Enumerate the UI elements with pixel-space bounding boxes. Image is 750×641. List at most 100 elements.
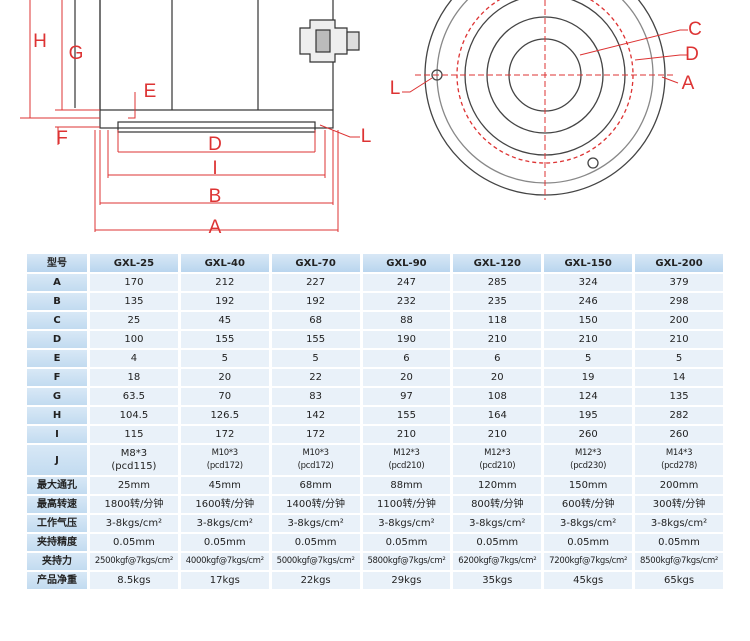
row-label: 夹持力 [27,553,87,570]
table-row: 最高转速 1800转/分钟 1600转/分钟 1400转/分钟 1100转/分钟 800转… [27,496,723,513]
row-label: E [27,350,87,367]
table-cell: 17kgs [180,572,269,589]
table-body: 型号 GXL-25 GXL-40 GXL-70 GXL-90 GXL-120 GXL-150… [27,254,723,589]
spec-table: 型号 GXL-25 GXL-40 GXL-70 GXL-90 GXL-120 GXL-150… [24,252,726,591]
table-cell: 45 [180,312,269,329]
table-cell: 200 [635,312,723,329]
table-cell: 20 [180,369,269,386]
row-label: J [27,445,87,475]
side-view [74,0,360,133]
table-cell: 155 [271,331,360,348]
drawing-shape [99,109,334,129]
table-cell: 192 [180,293,269,310]
table-cell: 104.5 [90,407,178,424]
table-cell: 210 [544,331,633,348]
table-cell: 118 [453,312,542,329]
table-cell: 285 [453,274,542,291]
table-cell: 97 [362,388,451,405]
table-cell: 4 [90,350,178,367]
table-row: J M8*3 (pcd115) M10*3 (pcd172) M10*3 (pcd17… [27,445,723,475]
table-cell: 5 [635,350,723,367]
drawing-shape [661,76,679,84]
drawing-shape [579,29,688,56]
row-label: H [27,407,87,424]
table-cell: 298 [635,293,723,310]
row-label: A [27,274,87,291]
table-cell: 3-8kgs/cm² [544,515,633,532]
table-cell: 83 [271,388,360,405]
table-cell: 18 [90,369,178,386]
table-cell: 3-8kgs/cm² [635,515,723,532]
table-cell: 3-8kgs/cm² [453,515,542,532]
table-row: H 104.5 126.5 142 155 164 195 282 [27,407,723,424]
table-cell: 100 [90,331,178,348]
table-cell: 20 [362,369,451,386]
table-cell: 232 [362,293,451,310]
table-cell: 1100转/分钟 [362,496,451,513]
table-cell: 210 [453,331,542,348]
table-cell: M14*3 (pcd278) [635,445,723,475]
table-row: 夹持力 2500kgf@7kgs/cm² 4000kgf@7kgs/cm² 5000k… [27,553,723,570]
header-cell: GXL-70 [271,254,360,272]
table-cell: 246 [544,293,633,310]
table-row: F 18 20 22 20 20 19 14 [27,369,723,386]
table-cell: 247 [362,274,451,291]
dim-label: D [208,134,222,155]
table-cell: 600转/分钟 [544,496,633,513]
header-cell: GXL-200 [635,254,723,272]
table-cell: 19 [544,369,633,386]
table-cell: 8.5kgs [90,572,178,589]
table-cell: 6200kgf@7kgs/cm² [453,553,542,570]
row-label: F [27,369,87,386]
table-cell: 0.05mm [544,534,633,551]
drawing-shape [319,124,360,138]
table-cell: 142 [271,407,360,424]
table-cell: 324 [544,274,633,291]
table-cell: 29kgs [362,572,451,589]
table-cell: 25mm [90,477,178,494]
table-cell: 3-8kgs/cm² [271,515,360,532]
table-row: 工作气压 3-8kgs/cm² 3-8kgs/cm² 3-8kgs/cm² 3-8kgs… [27,515,723,532]
table-cell: 68mm [271,477,360,494]
dim-label: B [209,186,222,207]
header-cell: 型号 [27,254,87,272]
table-cell: 3-8kgs/cm² [362,515,451,532]
dim-label: E [144,81,157,102]
table-cell: 5800kgf@7kgs/cm² [362,553,451,570]
table-cell: 88mm [362,477,451,494]
table-cell: 88 [362,312,451,329]
drawing-shape [128,92,136,119]
table-cell: 0.05mm [271,534,360,551]
table-cell: 192 [271,293,360,310]
table-cell: 200mm [635,477,723,494]
header-cell: GXL-90 [362,254,451,272]
table-cell: 0.05mm [180,534,269,551]
dim-label: D [685,44,699,65]
table-cell: 260 [544,426,633,443]
table-cell: 0.05mm [90,534,178,551]
table-cell: 70 [180,388,269,405]
table-cell: 1600转/分钟 [180,496,269,513]
drawing-shape [346,31,360,51]
table-cell: M12*3 (pcd210) [453,445,542,475]
table-cell: 0.05mm [453,534,542,551]
table-row: 产品净重 8.5kgs 17kgs 22kgs 29kgs 35kgs 45kgs 65kgs [27,572,723,589]
table-cell: 8500kgf@7kgs/cm² [635,553,723,570]
row-label: B [27,293,87,310]
row-label: 工作气压 [27,515,87,532]
table-cell: 20 [453,369,542,386]
table-cell: 22 [271,369,360,386]
drawing-shape [634,54,688,61]
table-cell: 135 [635,388,723,405]
table-row: D 100 155 155 190 210 210 210 [27,331,723,348]
drawing: H G E F D I B A L C D A L [20,0,702,238]
drawing-shape [117,121,316,133]
table-cell: 115 [90,426,178,443]
row-label: C [27,312,87,329]
table-row: 最大通孔 25mm 45mm 68mm 88mm 120mm 150mm 200mm [27,477,723,494]
table-row: C 25 45 68 88 118 150 200 [27,312,723,329]
table-cell: 45mm [180,477,269,494]
drawing-shape [587,157,599,169]
dim-label: L [390,78,401,99]
